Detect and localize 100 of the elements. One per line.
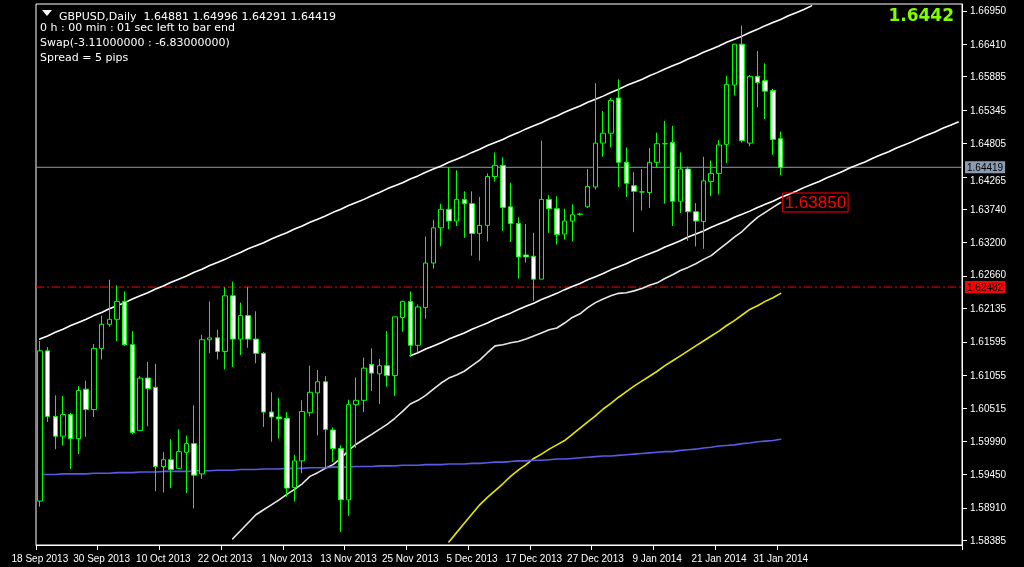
candlestick [739,25,745,143]
annotation: Spread = 5 pips [40,51,129,64]
candlestick [477,196,482,262]
candlestick [83,380,89,438]
candlestick [485,172,490,242]
y-tick-label: 1.66410 [970,38,1007,50]
candlestick [199,334,205,480]
candlestick [184,435,189,494]
candlestick [215,329,220,361]
candlestick [685,166,691,242]
ref-line-label: 1.62482 [967,281,1004,293]
candlestick [145,361,151,427]
y-tick-label: 1.59990 [970,435,1007,447]
candlestick [400,300,405,333]
candlestick [616,78,621,188]
candlestick [631,171,637,233]
candlestick [624,146,629,198]
x-tick-label: 22 Oct 2013 [197,552,253,564]
candlestick [778,131,783,176]
y-tick-label: 1.61595 [970,336,1007,348]
text: GBPUSD,Daily 1.64881 1.64996 1.64291 1.64419 [59,10,336,23]
y-tick-label: 1.63740 [970,203,1007,215]
candlestick [462,190,467,239]
candlestick [562,208,567,241]
candlestick [724,75,729,164]
candlestick [600,110,606,158]
x-tick-label: 25 Nov 2013 [381,552,440,564]
line-series [231,201,782,540]
y-tick-label: 1.63200 [970,237,1007,249]
x-tick-label: 13 Nov 2013 [320,552,378,564]
candlestick [99,315,104,361]
y-tick-label: 1.64265 [970,174,1007,186]
candlestick [608,97,614,148]
candlestick [299,399,305,474]
candlestick [222,286,228,370]
candlestick [546,194,552,234]
candlestick [593,82,598,190]
candlestick [107,279,112,328]
candlestick [500,156,506,232]
candlestick [261,351,266,428]
line-series [448,292,782,543]
y-tick-label: 1.59450 [970,469,1007,481]
candlestick [762,62,768,120]
candlestick [693,202,699,247]
y-tick-label: 1.60515 [970,403,1007,415]
candlestick [516,216,521,280]
candlestick [176,428,182,470]
y-tick-label: 1.58910 [970,502,1007,514]
x-tick-label: 9 Jan 2014 [632,552,683,564]
candlestick [678,151,683,214]
candlestick [315,369,320,437]
x-tick-label: 1 Nov 2013 [261,552,313,564]
candlestick [45,346,50,423]
candlestick [361,357,367,413]
candlestick [716,139,722,195]
candlestick [292,454,297,503]
candlestick [269,391,274,443]
candlestick [191,404,197,510]
x-tick-label: 17 Dec 2013 [505,552,563,564]
candlestick [639,168,645,212]
y-tick-label: 1.58385 [970,534,1007,546]
candlestick [91,343,97,418]
candlestick [732,43,737,97]
candlestick [585,168,590,209]
x-tick-label: 21 Jan 2014 [691,552,747,564]
candlestick [284,411,290,498]
candlestick [454,169,459,227]
y-tick-label: 1.66950 [970,5,1007,17]
candlestick [76,385,81,455]
candlestick [415,303,421,353]
candlestick [446,166,452,230]
x-tick-label: 5 Dec 2013 [446,552,498,564]
candlestick [469,190,475,257]
candlestick [338,444,344,533]
candlestick [346,399,351,517]
candlestick [153,363,158,492]
y-tick-label: 1.65345 [970,104,1007,116]
candlestick [508,182,513,243]
candlestick [570,203,575,242]
candlestick [438,203,444,247]
annotation: 1.6442 [888,4,955,25]
y-tick-label: 1.62660 [970,268,1007,280]
candlestick [747,74,753,147]
candlestick [53,394,58,450]
x-tick-label: 27 Dec 2013 [567,552,625,564]
x-tick-label: 10 Oct 2013 [136,552,191,564]
candlestick [492,151,498,182]
candlestick [384,330,390,388]
candlestick [423,235,428,320]
candlestick [353,376,359,449]
candlestick [137,375,143,432]
candlestick [114,284,120,342]
y-tick-label: 1.61055 [970,369,1007,381]
annotation: Swap(-3.11000000 : -6.83000000) [40,36,230,49]
candlestick [377,358,382,405]
candlestick [531,232,536,302]
x-tick-label: 31 Jan 2014 [753,552,809,564]
candlestick [708,159,714,197]
candlestick [647,147,652,209]
candlestick [276,397,282,440]
